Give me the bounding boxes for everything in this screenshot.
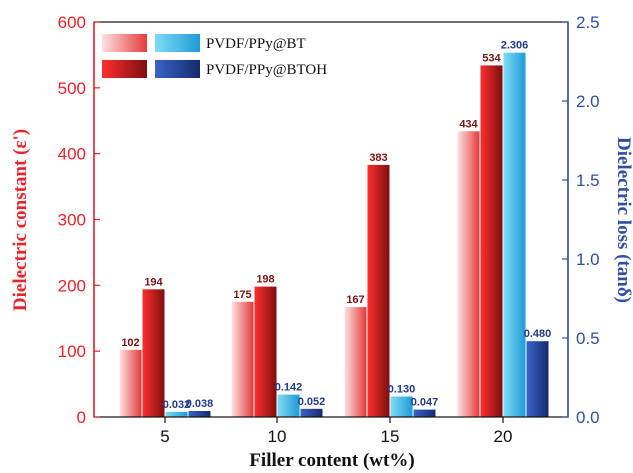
left-axis-title: Dielectric constant (ε') bbox=[10, 129, 31, 311]
bar-bt-dielectric-constant bbox=[457, 131, 480, 418]
label-btoh-dielectric-constant: 194 bbox=[144, 276, 163, 288]
bar-btoh-dielectric-constant bbox=[480, 65, 503, 418]
right-tick-label: 1.5 bbox=[576, 171, 600, 190]
label-bt-dielectric-loss: 0.142 bbox=[275, 382, 303, 394]
bars bbox=[119, 52, 549, 418]
right-tick-label: 1.0 bbox=[576, 250, 600, 269]
label-bt-dielectric-loss: 0.130 bbox=[388, 384, 416, 396]
label-bt-dielectric-loss: 0.032 bbox=[163, 399, 191, 411]
bar-labels: 102 175 167 434 194 198 383 534 0.032 0.142 0.130 2… bbox=[121, 40, 551, 411]
bar-bt-dielectric-constant bbox=[119, 349, 142, 417]
bar-bt-dielectric-loss bbox=[390, 396, 413, 417]
legend-swatch-bt-blue bbox=[155, 34, 200, 52]
x-axis-title: Filler content (wt%) bbox=[249, 450, 414, 471]
bar-btoh-dielectric-constant bbox=[367, 164, 390, 417]
bar-btoh-dielectric-loss bbox=[300, 408, 323, 417]
right-tick-label: 0.5 bbox=[576, 329, 600, 348]
label-btoh-dielectric-constant: 534 bbox=[482, 52, 501, 64]
bar-bt-dielectric-loss bbox=[277, 394, 300, 417]
label-btoh-dielectric-constant: 383 bbox=[369, 152, 387, 164]
bar-btoh-dielectric-constant bbox=[254, 286, 277, 417]
bar-btoh-dielectric-constant bbox=[142, 289, 165, 417]
x-tick-label: 15 bbox=[381, 427, 400, 446]
left-tick-label: 400 bbox=[58, 145, 86, 164]
label-btoh-dielectric-constant: 198 bbox=[256, 274, 274, 286]
left-tick-label: 300 bbox=[58, 211, 86, 230]
left-tick-label: 500 bbox=[58, 79, 86, 98]
label-bt-dielectric-constant: 175 bbox=[233, 289, 251, 301]
bar-bt-dielectric-constant bbox=[231, 301, 254, 417]
right-tick-label: 0.0 bbox=[576, 408, 600, 427]
right-tick-label: 2.0 bbox=[576, 92, 600, 111]
left-tick-label: 0 bbox=[77, 408, 86, 427]
label-bt-dielectric-constant: 167 bbox=[346, 294, 364, 306]
label-btoh-dielectric-loss: 0.052 bbox=[298, 396, 326, 408]
left-tick-label: 200 bbox=[58, 276, 86, 295]
right-tick-label: 2.5 bbox=[576, 13, 600, 32]
left-tick-label: 100 bbox=[58, 342, 86, 361]
left-ticks: 0 100 200 300 400 500 600 bbox=[58, 13, 100, 427]
right-axis-title: Dielectric loss (tanδ) bbox=[613, 137, 633, 303]
legend-label-btoh: PVDF/PPy@BTOH bbox=[206, 62, 327, 78]
x-ticks: 5 10 15 20 bbox=[160, 417, 512, 446]
label-btoh-dielectric-loss: 0.480 bbox=[524, 328, 552, 340]
label-bt-dielectric-loss: 2.306 bbox=[501, 40, 529, 52]
legend-label-bt: PVDF/PPy@BT bbox=[206, 36, 306, 52]
label-bt-dielectric-constant: 102 bbox=[121, 337, 139, 349]
left-tick-label: 600 bbox=[58, 13, 86, 32]
bar-bt-dielectric-loss bbox=[503, 52, 526, 417]
bar-btoh-dielectric-loss bbox=[413, 409, 436, 417]
legend-swatch-btoh-blue bbox=[155, 60, 200, 78]
legend-swatch-btoh-red bbox=[102, 60, 147, 78]
legend-swatch-bt-red bbox=[102, 34, 147, 52]
bar-btoh-dielectric-loss bbox=[526, 341, 549, 417]
x-tick-label: 20 bbox=[494, 427, 513, 446]
bar-btoh-dielectric-loss bbox=[188, 411, 211, 417]
x-tick-label: 5 bbox=[160, 427, 169, 446]
right-ticks: 0.0 0.5 1.0 1.5 2.0 2.5 bbox=[562, 13, 600, 427]
bar-bt-dielectric-loss bbox=[165, 411, 188, 417]
x-tick-label: 10 bbox=[268, 427, 287, 446]
label-btoh-dielectric-loss: 0.047 bbox=[411, 397, 439, 409]
bar-bt-dielectric-constant bbox=[344, 307, 367, 417]
label-btoh-dielectric-loss: 0.038 bbox=[186, 398, 214, 410]
legend: PVDF/PPy@BT PVDF/PPy@BTOH bbox=[102, 34, 327, 78]
label-bt-dielectric-constant: 434 bbox=[459, 118, 478, 130]
